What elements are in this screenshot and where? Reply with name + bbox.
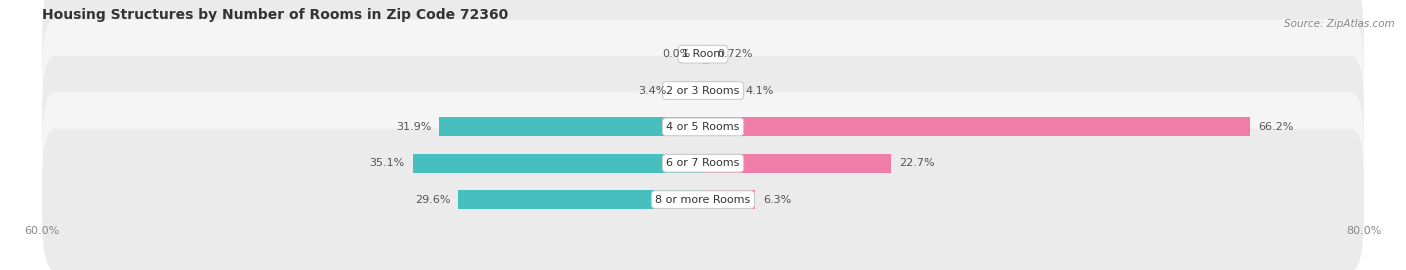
Text: 8 or more Rooms: 8 or more Rooms xyxy=(655,195,751,205)
Bar xyxy=(703,190,755,209)
Legend: Owner-occupied, Renter-occupied: Owner-occupied, Renter-occupied xyxy=(578,265,828,270)
Bar xyxy=(703,154,890,173)
FancyBboxPatch shape xyxy=(42,92,1364,234)
Bar xyxy=(413,154,703,173)
Text: 6 or 7 Rooms: 6 or 7 Rooms xyxy=(666,158,740,168)
Bar xyxy=(440,117,703,136)
Text: 0.0%: 0.0% xyxy=(662,49,690,59)
Text: 4 or 5 Rooms: 4 or 5 Rooms xyxy=(666,122,740,132)
Text: 31.9%: 31.9% xyxy=(396,122,432,132)
Bar xyxy=(458,190,703,209)
FancyBboxPatch shape xyxy=(42,20,1364,161)
FancyBboxPatch shape xyxy=(42,129,1364,270)
Text: 29.6%: 29.6% xyxy=(415,195,450,205)
Bar xyxy=(675,81,703,100)
Text: 22.7%: 22.7% xyxy=(898,158,935,168)
Text: 6.3%: 6.3% xyxy=(763,195,792,205)
Text: 35.1%: 35.1% xyxy=(370,158,405,168)
Text: 2 or 3 Rooms: 2 or 3 Rooms xyxy=(666,86,740,96)
Bar xyxy=(703,81,737,100)
Text: 66.2%: 66.2% xyxy=(1258,122,1294,132)
Text: Source: ZipAtlas.com: Source: ZipAtlas.com xyxy=(1284,19,1395,29)
FancyBboxPatch shape xyxy=(42,56,1364,198)
Bar xyxy=(703,45,709,64)
Bar xyxy=(703,117,1250,136)
FancyBboxPatch shape xyxy=(42,0,1364,125)
Text: 1 Room: 1 Room xyxy=(682,49,724,59)
Text: 0.72%: 0.72% xyxy=(717,49,752,59)
Text: Housing Structures by Number of Rooms in Zip Code 72360: Housing Structures by Number of Rooms in… xyxy=(42,8,509,22)
Text: 3.4%: 3.4% xyxy=(638,86,666,96)
Text: 4.1%: 4.1% xyxy=(745,86,773,96)
